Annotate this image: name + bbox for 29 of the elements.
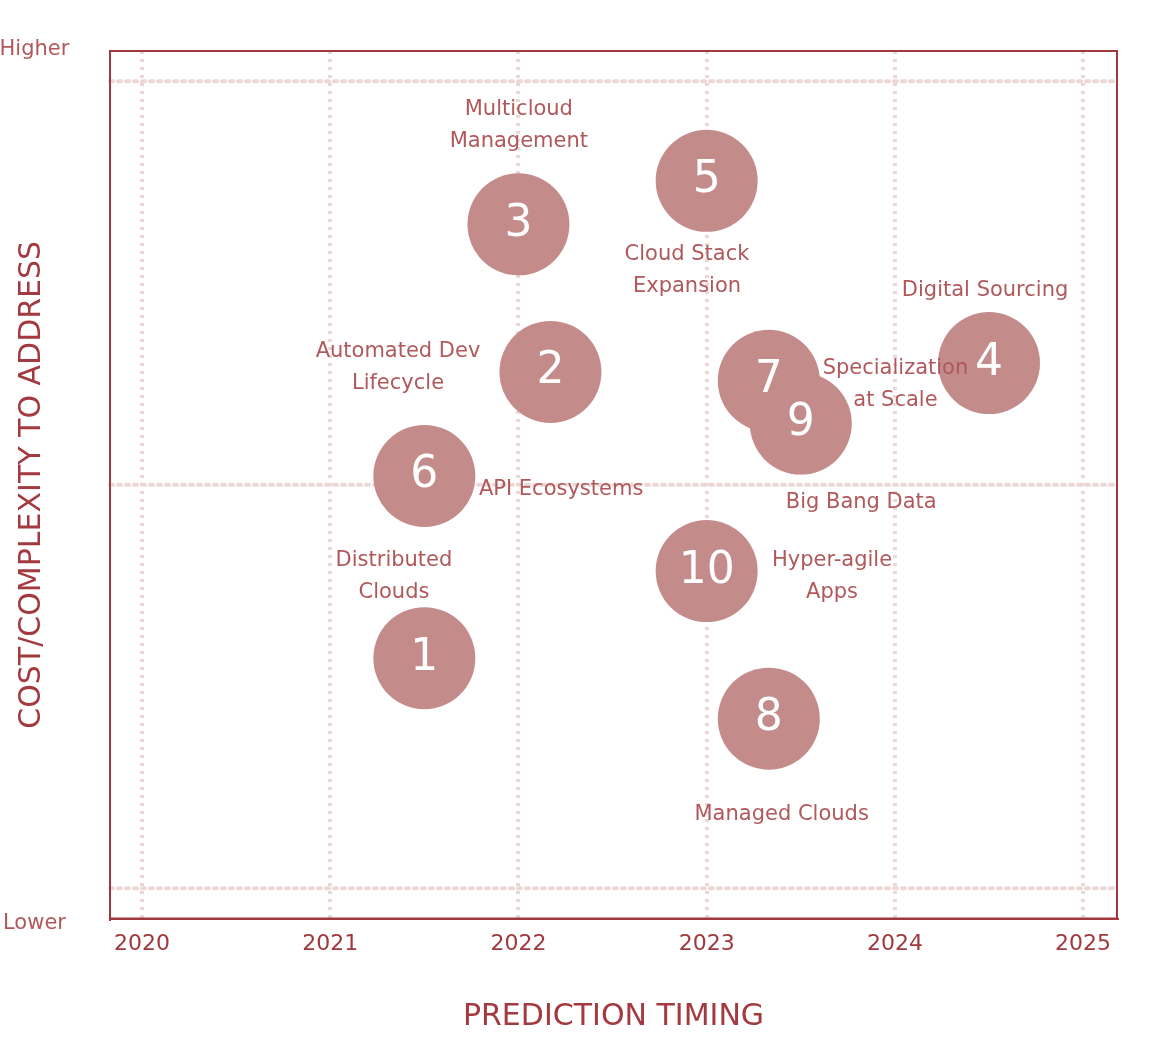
x-tick-label: 2020 (114, 929, 170, 955)
annotation: 6 (410, 446, 439, 498)
text: Higher (0, 35, 70, 60)
x-axis-title: PREDICTION TIMING (462, 996, 765, 1032)
annotation: 7 (754, 351, 783, 403)
annotation: 4 (975, 333, 1004, 385)
annotation: Automated Dev Lifecycle (315, 338, 481, 395)
annotation: Distributed Clouds (335, 547, 453, 604)
x-tick-label: 2025 (1055, 929, 1112, 955)
x-tick-label: 2022 (490, 929, 547, 955)
annotation: Hyper-agile Apps (771, 547, 893, 604)
y-axis-title: COST/COMPLEXITY TO ADDRESS (11, 240, 47, 729)
annotation: API Ecosystems (478, 475, 644, 500)
annotation: Cloud Stack Expansion (624, 240, 751, 297)
annotation: 2 (536, 342, 565, 394)
annotation: Managed Clouds (694, 800, 869, 825)
annotation: Digital Sourcing (901, 276, 1069, 301)
annotation: 8 (754, 689, 783, 741)
annotation: Big Bang Data (785, 489, 937, 514)
annotation: 5 (692, 151, 721, 203)
x-tick-label: 2021 (302, 929, 359, 955)
text: Lower (3, 910, 67, 935)
x-tick-label: 2023 (678, 929, 735, 955)
annotation: 3 (504, 194, 533, 246)
annotation: 1 (410, 628, 439, 680)
x-tick-label: 2024 (866, 929, 923, 955)
annotation: 10 (678, 541, 735, 593)
text: Multicloud Management (449, 96, 589, 153)
annotation: 9 (786, 394, 815, 445)
